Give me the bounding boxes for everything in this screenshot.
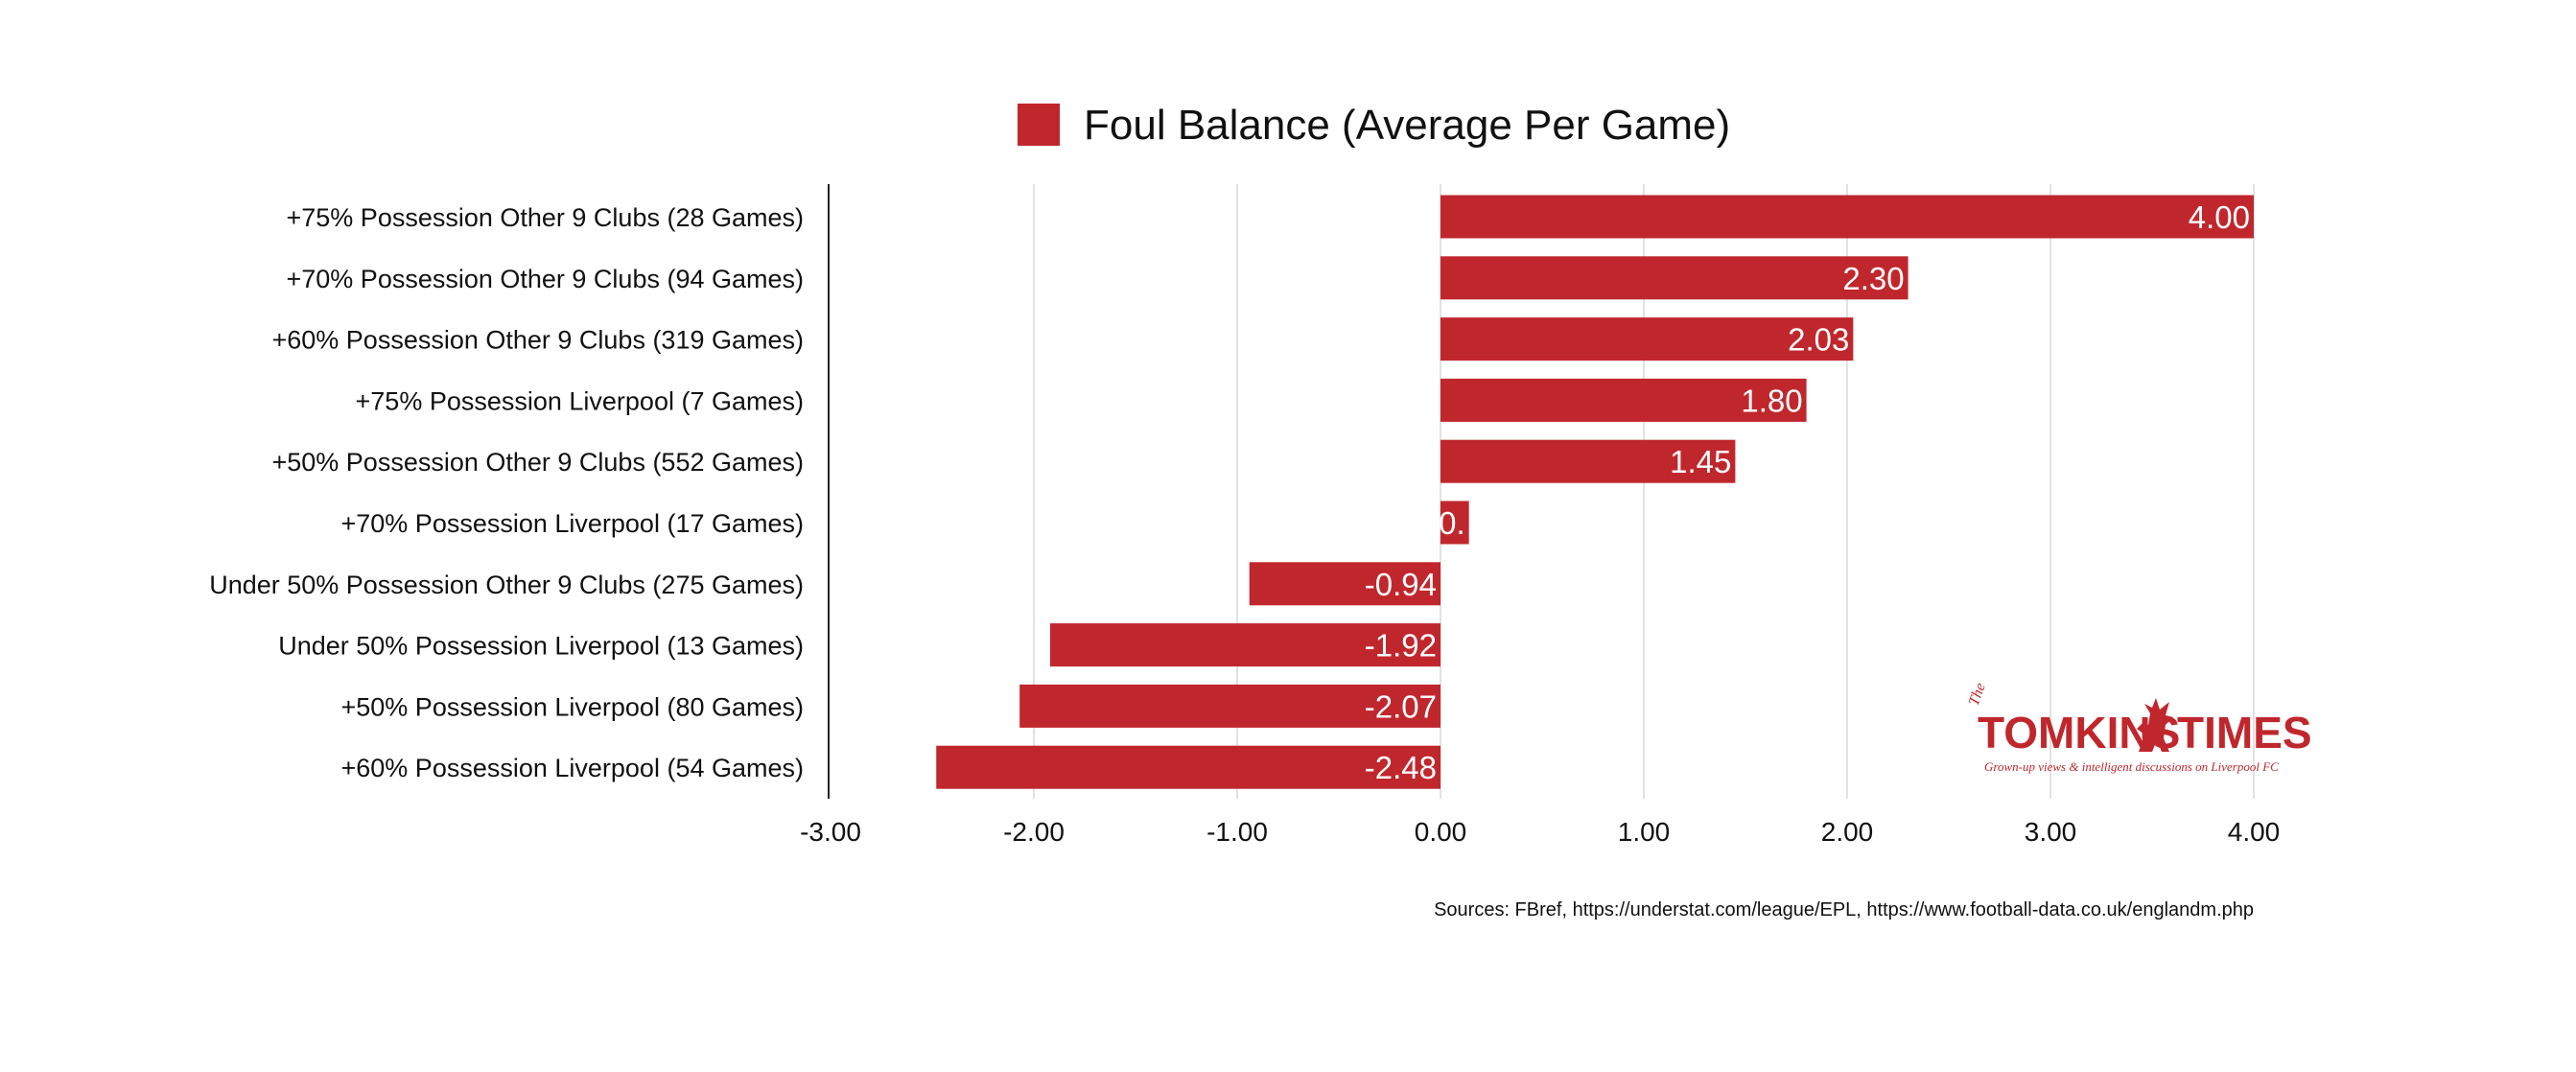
x-tick-label: -2.00 — [1003, 817, 1065, 847]
x-tick-label: 2.00 — [1821, 817, 1874, 847]
x-tick-label: 3.00 — [2025, 817, 2077, 847]
category-labels: +75% Possession Other 9 Clubs (28 Games)… — [209, 203, 804, 782]
data-label: 1.80 — [1741, 383, 1802, 418]
data-label: -0.94 — [1365, 567, 1437, 602]
legend: Foul Balance (Average Per Game) — [1018, 102, 1730, 149]
data-label: 1.45 — [1670, 444, 1731, 479]
category-label: +70% Possession Other 9 Clubs (94 Games) — [287, 265, 805, 293]
data-label: -2.07 — [1365, 688, 1437, 724]
category-label: +50% Possession Other 9 Clubs (552 Games… — [271, 448, 804, 477]
x-tick-label: -1.00 — [1206, 817, 1268, 847]
data-label: 2.03 — [1788, 322, 1849, 358]
tick-labels: -3.00 -2.00 -1.00 0.00 1.00 2.00 3.00 4.00 — [800, 817, 2280, 847]
bar — [1440, 439, 1736, 483]
logo-tagline: Grown-up views & intelligent discussions… — [1984, 759, 2279, 774]
bar — [1440, 256, 1909, 300]
data-label: 2.30 — [1842, 261, 1904, 296]
bar — [1019, 684, 1440, 728]
x-tick-label: 4.00 — [2228, 817, 2281, 847]
logo-the: The — [1966, 681, 1989, 708]
data-labels: 4.00 2.30 2.03 1.80 1.45 0.-0.94 -1.92 -2.07 -2.… — [1365, 199, 2250, 785]
logo-wordmark-times: TIMES — [2177, 708, 2312, 757]
bar — [936, 745, 1440, 789]
bar — [1440, 195, 2254, 239]
legend-swatch — [1018, 104, 1060, 146]
x-tick-label: -3.00 — [800, 817, 861, 847]
bar — [1440, 317, 1854, 361]
category-label: Under 50% Possession Liverpool (13 Games… — [278, 632, 804, 661]
legend-label: Foul Balance (Average Per Game) — [1084, 102, 1730, 149]
data-label: 4.00 — [2189, 199, 2250, 235]
x-tick-label: 1.00 — [1618, 817, 1671, 847]
data-label: -1.92 — [1365, 628, 1437, 664]
category-label: +75% Possession Liverpool (7 Games) — [356, 386, 804, 415]
category-label: Under 50% Possession Other 9 Clubs (275 … — [209, 571, 804, 599]
bar — [1440, 378, 1807, 422]
bar — [1049, 623, 1440, 667]
category-label: +50% Possession Liverpool (80 Games) — [341, 692, 805, 721]
data-label: 0. — [1439, 505, 1465, 541]
category-label: +70% Possession Liverpool (17 Games) — [341, 509, 805, 538]
category-label: +75% Possession Other 9 Clubs (28 Games) — [287, 203, 805, 232]
source-note: Sources: FBref, https://understat.com/le… — [1434, 899, 2254, 921]
tomkins-times-logo: The TOMKINS TIMES Grown-up views & intel… — [1966, 681, 2312, 774]
category-label: +60% Possession Other 9 Clubs (319 Games… — [271, 326, 804, 355]
data-label: -2.48 — [1365, 750, 1437, 785]
bar — [1440, 501, 1469, 545]
bar — [1249, 562, 1440, 606]
bars — [936, 195, 2254, 789]
liverbird-icon — [2137, 698, 2173, 752]
x-tick-label: 0.00 — [1415, 817, 1467, 847]
category-label: +60% Possession Liverpool (54 Games) — [341, 754, 805, 782]
